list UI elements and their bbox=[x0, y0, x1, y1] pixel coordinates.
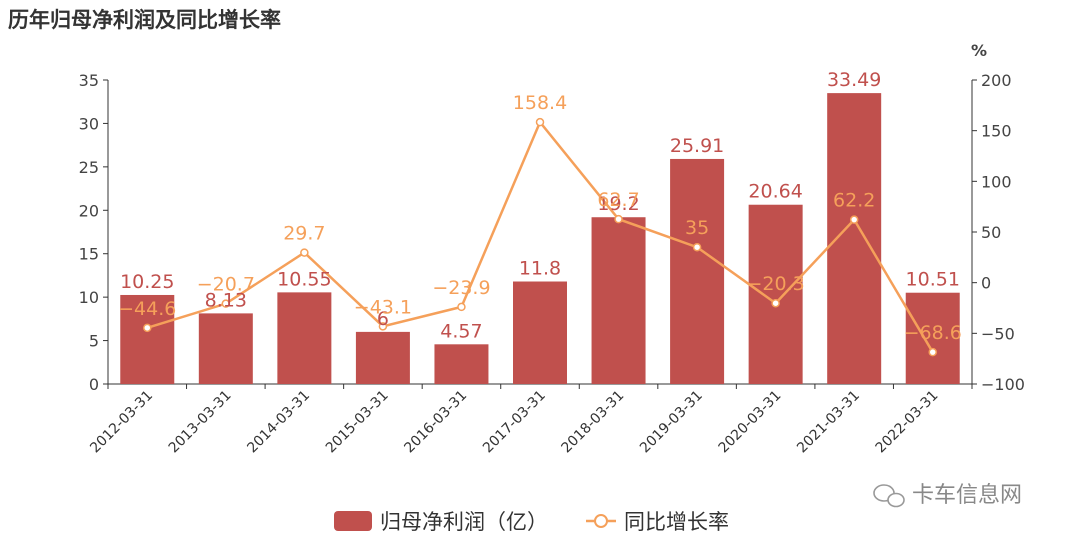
line-value-label: 62.7 bbox=[597, 189, 639, 211]
line-value-label: 158.4 bbox=[513, 92, 567, 114]
y-left-tick-label: 20 bbox=[79, 201, 99, 220]
bar bbox=[748, 204, 803, 384]
line-point bbox=[771, 298, 780, 308]
bar bbox=[434, 344, 489, 384]
legend-line-marker bbox=[594, 514, 608, 528]
bar-value-label: 10.51 bbox=[906, 269, 960, 291]
wechat-icon-small bbox=[887, 492, 905, 508]
x-tick-label: 2016-03-31 bbox=[401, 388, 470, 457]
x-tick-label: 2012-03-31 bbox=[87, 388, 156, 457]
x-tick-label: 2022-03-31 bbox=[873, 388, 942, 457]
bar-value-label: 10.55 bbox=[277, 268, 331, 290]
y-left-tick-label: 5 bbox=[89, 332, 99, 351]
line-point bbox=[378, 322, 388, 331]
line-value-label: 62.2 bbox=[833, 190, 875, 212]
bar bbox=[670, 158, 725, 384]
line-point bbox=[928, 347, 937, 357]
line-point bbox=[849, 215, 859, 224]
y-right-tick-label: 100 bbox=[981, 172, 1012, 191]
y-right-tick-label: −100 bbox=[981, 375, 1025, 394]
bar-value-label: 20.64 bbox=[748, 181, 802, 203]
y-left-tick-label: 35 bbox=[79, 71, 99, 90]
line-point bbox=[143, 323, 152, 333]
bar bbox=[120, 294, 175, 384]
line-point bbox=[300, 248, 309, 257]
x-tick-label: 2014-03-31 bbox=[244, 388, 313, 457]
legend-line-label: 同比增长率 bbox=[624, 510, 729, 534]
y-left-tick-label: 15 bbox=[79, 245, 99, 264]
legend-bar-swatch bbox=[334, 511, 372, 531]
bar-value-label: 11.8 bbox=[519, 258, 561, 280]
bar bbox=[513, 281, 567, 384]
line-point bbox=[614, 214, 623, 224]
line-value-label: −20.7 bbox=[197, 274, 255, 296]
bar-value-label: 6 bbox=[377, 308, 389, 330]
line-point bbox=[692, 242, 702, 252]
x-tick-label: 2018-03-31 bbox=[559, 388, 628, 457]
bar bbox=[355, 331, 410, 384]
bar bbox=[198, 313, 253, 384]
line-value-label: −23.9 bbox=[432, 277, 490, 299]
bar bbox=[591, 217, 646, 384]
y-left-tick-label: 25 bbox=[79, 158, 99, 177]
y-right-tick-label: 50 bbox=[981, 223, 1001, 242]
y-right-unit: % bbox=[971, 41, 987, 60]
y-right-tick-label: 200 bbox=[981, 71, 1012, 90]
line-value-label: 29.7 bbox=[283, 223, 325, 245]
chart-title: 历年归母净利润及同比增长率 bbox=[8, 8, 281, 32]
y-left-tick-label: 30 bbox=[79, 114, 99, 133]
line-value-label: 35 bbox=[685, 217, 709, 239]
bar-value-label: 25.91 bbox=[670, 135, 724, 157]
legend-bar-label: 归母净利润（亿） bbox=[380, 510, 548, 534]
line-point bbox=[457, 302, 466, 312]
line-value-label: −68.6 bbox=[904, 322, 962, 344]
line-value-label: −20.3 bbox=[747, 273, 805, 295]
y-right-tick-label: 0 bbox=[981, 274, 991, 293]
line-point bbox=[221, 299, 231, 308]
watermark-text: 卡车信息网 bbox=[912, 483, 1022, 508]
x-tick-label: 2020-03-31 bbox=[716, 388, 785, 457]
bar-value-label: 8.13 bbox=[205, 289, 247, 311]
bar-value-label: 10.25 bbox=[120, 271, 174, 293]
bar-value-label: 33.49 bbox=[827, 69, 881, 91]
line-value-label: −43.1 bbox=[354, 296, 412, 318]
bar-value-label: 19.2 bbox=[597, 193, 639, 215]
x-tick-label: 2021-03-31 bbox=[794, 388, 863, 457]
bar bbox=[905, 292, 960, 384]
x-tick-label: 2019-03-31 bbox=[637, 388, 706, 457]
y-right-tick-label: 150 bbox=[981, 122, 1012, 141]
line-value-label: −44.6 bbox=[118, 298, 176, 320]
y-left-tick-label: 0 bbox=[89, 375, 99, 394]
bar bbox=[277, 292, 332, 384]
y-left-tick-label: 10 bbox=[79, 288, 99, 307]
x-tick-label: 2015-03-31 bbox=[323, 388, 392, 457]
line-point bbox=[535, 117, 545, 127]
x-tick-label: 2017-03-31 bbox=[480, 388, 549, 457]
y-right-tick-label: −50 bbox=[981, 324, 1015, 343]
bar-value-label: 4.57 bbox=[440, 320, 482, 342]
x-tick-label: 2013-03-31 bbox=[166, 388, 235, 457]
